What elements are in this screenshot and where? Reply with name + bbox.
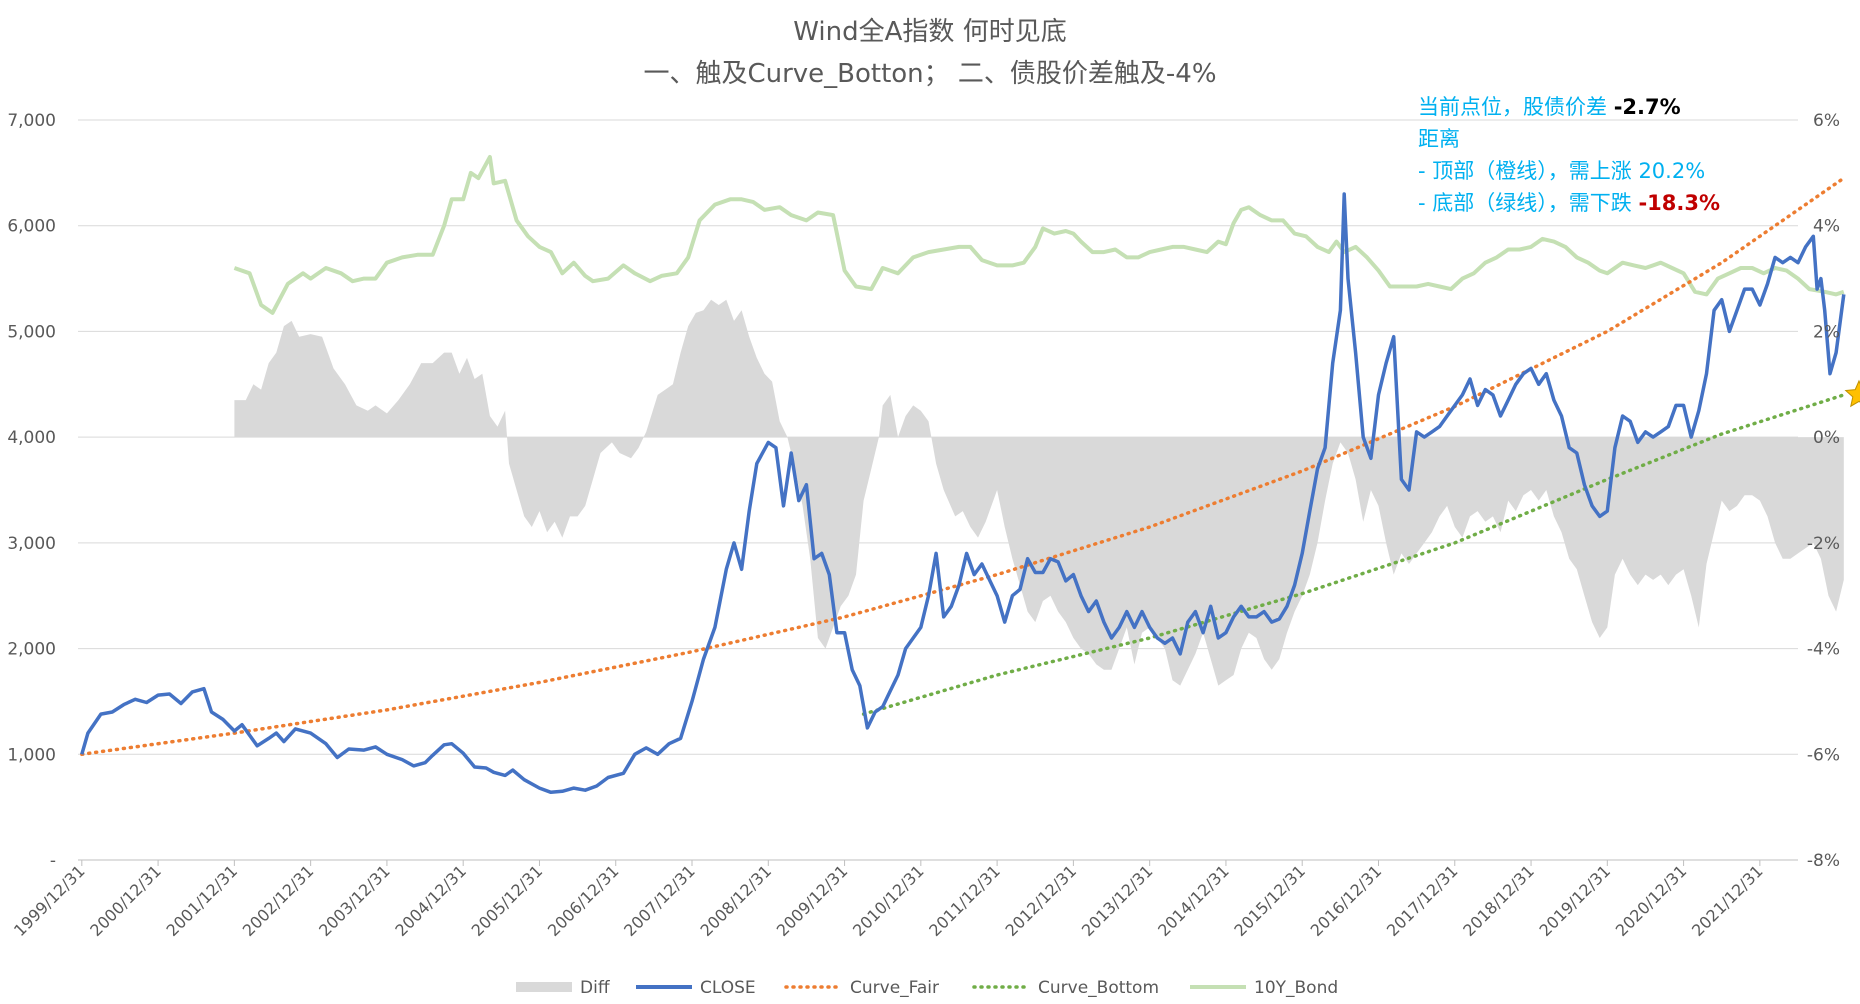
right-tick-label: 6% — [1813, 111, 1840, 131]
right-tick-label: 0% — [1813, 428, 1840, 448]
annotation-line-4-text: - 底部（绿线），需下跌 — [1418, 191, 1638, 215]
marker-layer — [1844, 379, 1860, 408]
legend-label: Curve_Fair — [850, 978, 939, 998]
star-marker — [1844, 379, 1860, 408]
bond-yield-line — [233, 155, 1845, 315]
x-tick-label: 2019/12/31 — [1535, 861, 1614, 940]
legend-item-curve-bottom: Curve_Bottom — [972, 978, 1159, 998]
x-tick-label: 2021/12/31 — [1688, 861, 1767, 940]
chart-subtitle: 一、触及Curve_Botton； 二、债股价差触及-4% — [643, 59, 1216, 89]
x-axis: 1999/12/312000/12/312001/12/312002/12/31… — [10, 860, 1767, 940]
annotation-top-value: 20.2% — [1638, 159, 1705, 183]
x-tick-label: 2010/12/31 — [849, 861, 928, 940]
series-lines-layer — [80, 155, 1846, 795]
x-tick-label: 2018/12/31 — [1459, 861, 1538, 940]
diff-area — [234, 299, 1844, 686]
chart-title: Wind全A指数 何时见底 — [793, 17, 1066, 47]
legend-swatch — [516, 982, 572, 992]
x-tick-label: 2001/12/31 — [163, 861, 242, 940]
legend-item-curve-fair: Curve_Fair — [784, 978, 939, 998]
legend-item-close: CLOSE — [636, 978, 756, 998]
right-tick-label: 4% — [1813, 217, 1840, 237]
legend-item-10y-bond: 10Y_Bond — [1190, 978, 1338, 998]
right-tick-label: 2% — [1813, 322, 1840, 342]
legend-label: CLOSE — [700, 978, 756, 998]
left-tick-label: 2,000 — [7, 640, 56, 660]
x-tick-label: 2017/12/31 — [1383, 861, 1462, 940]
annotation-line-3-text: - 顶部（橙线），需上涨 — [1418, 159, 1638, 183]
x-tick-label: 2014/12/31 — [1154, 861, 1233, 940]
annotation-line-1: 当前点位，股债价差 -2.7% — [1418, 95, 1681, 119]
legend-label: 10Y_Bond — [1254, 978, 1338, 998]
x-tick-label: 2007/12/31 — [620, 861, 699, 940]
left-tick-label: 1,000 — [7, 745, 56, 765]
annotation-line-2: 距离 — [1418, 127, 1460, 151]
curve-fair-line — [80, 176, 1846, 757]
x-tick-label: 2006/12/31 — [544, 861, 623, 940]
legend-item-diff: Diff — [516, 978, 611, 998]
right-tick-label: -2% — [1807, 534, 1840, 554]
annotation-line-3: - 顶部（橙线），需上涨 20.2% — [1418, 159, 1705, 183]
right-tick-label: -4% — [1807, 640, 1840, 660]
annotation-box: 当前点位，股债价差 -2.7% 距离 - 顶部（橙线），需上涨 20.2% - … — [1418, 95, 1720, 215]
close-line — [80, 192, 1846, 795]
diff-area-layer — [234, 299, 1844, 686]
left-tick-label: 3,000 — [7, 534, 56, 554]
x-tick-label: 2002/12/31 — [239, 861, 318, 940]
x-tick-label: 2012/12/31 — [1002, 861, 1081, 940]
annotation-line-4: - 底部（绿线），需下跌 -18.3% — [1418, 191, 1720, 215]
x-tick-label: 2016/12/31 — [1307, 861, 1386, 940]
x-tick-label: 2011/12/31 — [925, 861, 1004, 940]
x-tick-label: 2020/12/31 — [1612, 861, 1691, 940]
legend-label: Curve_Bottom — [1038, 978, 1159, 998]
legend-label: Diff — [580, 978, 611, 998]
left-tick-label: 7,000 — [7, 111, 56, 131]
annotation-bottom-value: -18.3% — [1638, 191, 1720, 215]
left-tick-label: - — [50, 851, 56, 871]
legend: Diff CLOSE Curve_Fair Curve_Bottom 10Y_Bond — [516, 978, 1338, 998]
left-tick-label: 6,000 — [7, 217, 56, 237]
left-tick-label: 5,000 — [7, 322, 56, 342]
right-axis: -8% -6% -4% -2% 0% 2% 4% 6% — [1807, 111, 1840, 871]
x-tick-label: 2000/12/31 — [86, 861, 165, 940]
right-tick-label: -8% — [1807, 851, 1840, 871]
x-tick-label: 2009/12/31 — [773, 861, 852, 940]
x-tick-label: 2004/12/31 — [391, 861, 470, 940]
x-tick-label: 2008/12/31 — [696, 861, 775, 940]
x-tick-label: 2005/12/31 — [468, 861, 547, 940]
x-tick-label: 1999/12/31 — [10, 861, 89, 940]
x-tick-label: 2015/12/31 — [1230, 861, 1309, 940]
curve-bottom-line — [861, 393, 1846, 716]
x-tick-label: 2003/12/31 — [315, 861, 394, 940]
annotation-spread-value: -2.7% — [1614, 95, 1681, 119]
annotation-line-1-text: 当前点位，股债价差 — [1418, 95, 1614, 119]
x-tick-label: 2013/12/31 — [1078, 861, 1157, 940]
left-axis: - 1,000 2,000 3,000 4,000 5,000 6,000 7,000 — [7, 111, 56, 871]
right-tick-label: -6% — [1807, 745, 1840, 765]
left-tick-label: 4,000 — [7, 428, 56, 448]
